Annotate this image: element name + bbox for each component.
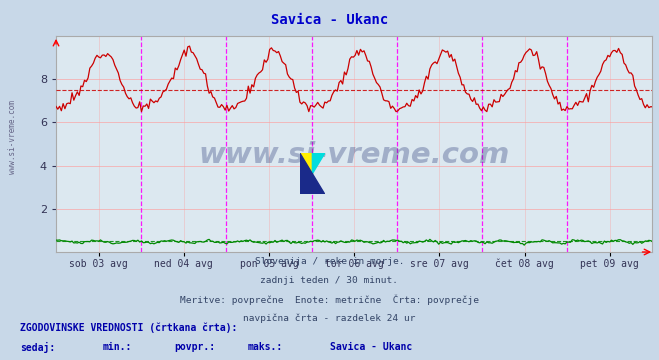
Text: ZGODOVINSKE VREDNOSTI (črtkana črta):: ZGODOVINSKE VREDNOSTI (črtkana črta): (20, 322, 237, 333)
Text: sedaj:: sedaj: (20, 342, 55, 353)
Text: www.si-vreme.com: www.si-vreme.com (198, 141, 510, 169)
Text: Savica - Ukanc: Savica - Ukanc (271, 13, 388, 27)
Polygon shape (312, 153, 325, 174)
Text: Savica - Ukanc: Savica - Ukanc (330, 342, 412, 352)
Text: Meritve: povprečne  Enote: metrične  Črta: povprečje: Meritve: povprečne Enote: metrične Črta:… (180, 295, 479, 305)
Text: min.:: min.: (102, 342, 132, 352)
Polygon shape (300, 174, 325, 194)
Text: www.si-vreme.com: www.si-vreme.com (8, 100, 17, 174)
Text: povpr.:: povpr.: (175, 342, 215, 352)
Text: zadnji teden / 30 minut.: zadnji teden / 30 minut. (260, 276, 399, 285)
Polygon shape (300, 153, 312, 194)
Text: navpična črta - razdelek 24 ur: navpična črta - razdelek 24 ur (243, 314, 416, 323)
Text: Slovenija / reke in morje.: Slovenija / reke in morje. (255, 257, 404, 266)
Polygon shape (300, 153, 312, 174)
Text: maks.:: maks.: (247, 342, 282, 352)
